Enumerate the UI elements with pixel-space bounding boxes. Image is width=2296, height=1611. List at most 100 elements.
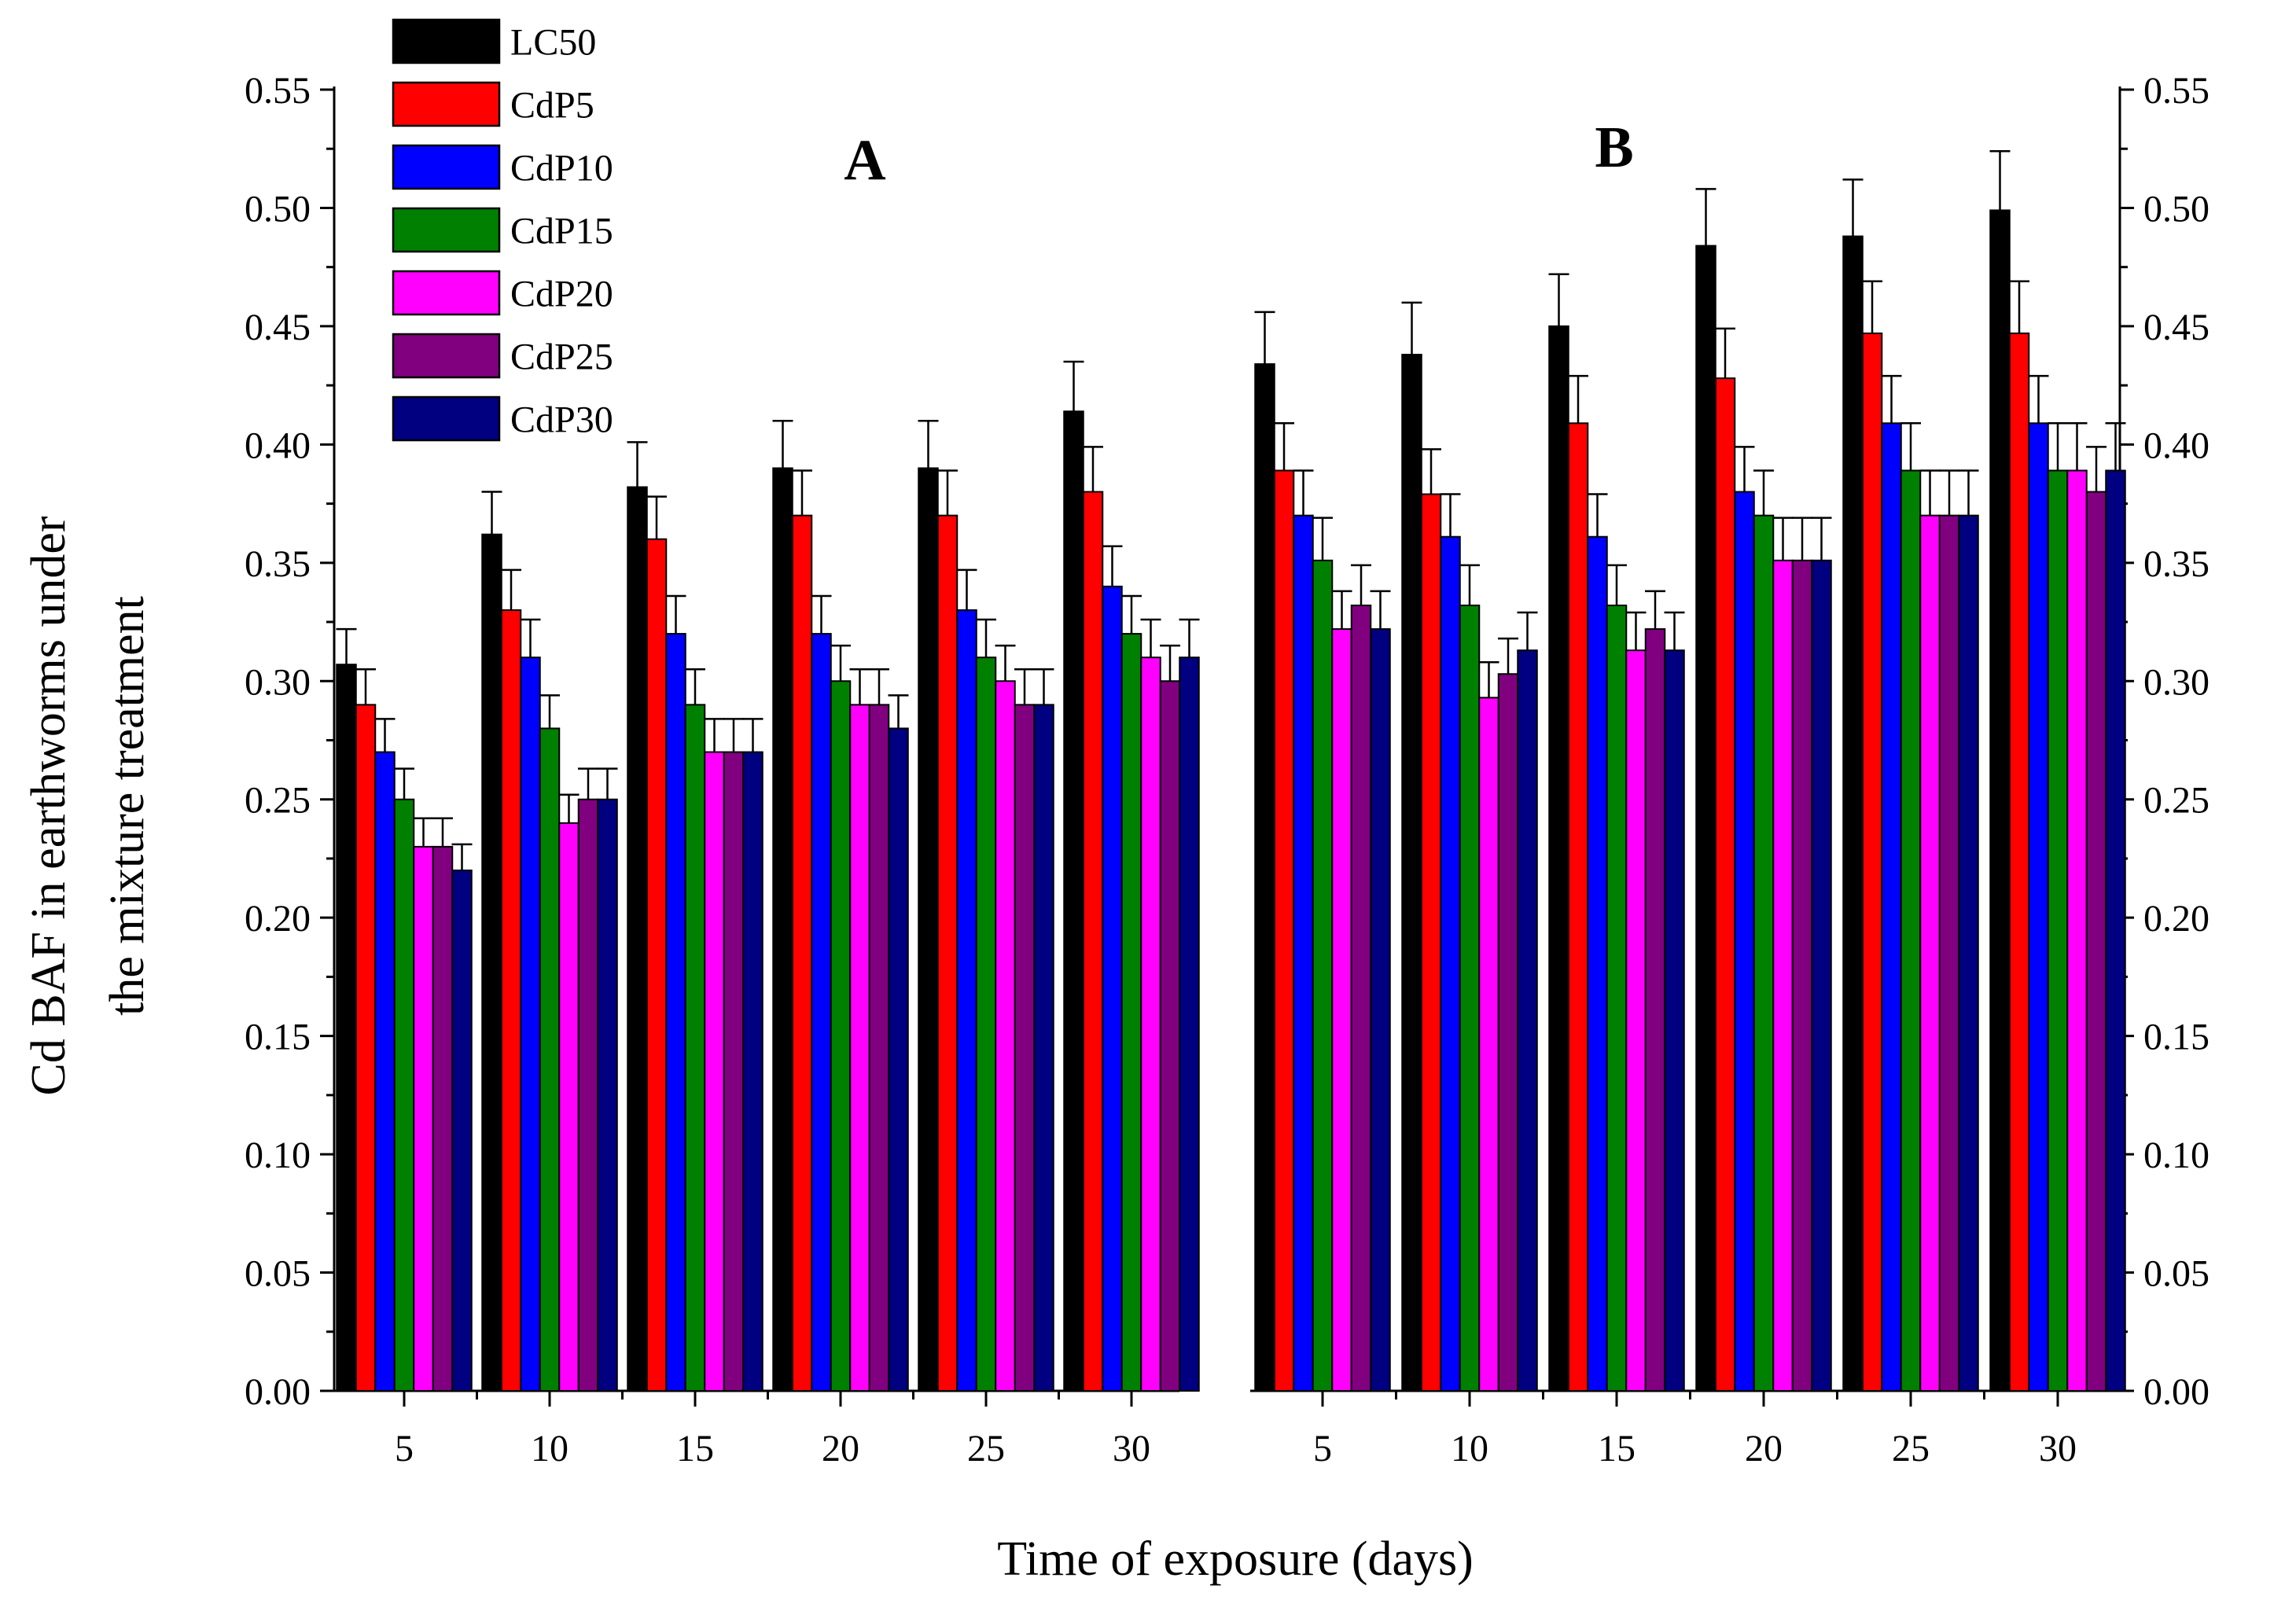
bar-cdp30 (1811, 559, 1832, 1392)
bar-lc50 (1254, 363, 1275, 1392)
legend-swatch-cdp25 (392, 333, 501, 379)
y-axis-title-line2: the mixture treatment (101, 596, 154, 1016)
bar-cdp30 (1179, 657, 1200, 1392)
y-tick-label-right: 0.45 (2143, 307, 2210, 348)
bar-cdp25 (577, 798, 599, 1392)
bar-cdp30 (742, 751, 763, 1392)
bar-lc50 (772, 467, 793, 1392)
legend-label-cdp10: CdP10 (510, 148, 613, 189)
bar-cdp20 (558, 822, 580, 1392)
legend-swatch-cdp30 (392, 395, 501, 442)
bar-cdp10 (520, 657, 541, 1392)
bar-lc50 (481, 533, 502, 1392)
bar-cdp20 (704, 751, 725, 1392)
bar-cdp10 (1293, 514, 1314, 1392)
y-tick-label-right: 0.05 (2143, 1253, 2210, 1295)
bar-cdp5 (355, 704, 377, 1392)
bar-cdp15 (1120, 633, 1142, 1392)
bar-cdp5 (1273, 469, 1295, 1392)
legend-swatch-cdp5 (392, 81, 501, 127)
bar-cdp5 (646, 538, 668, 1392)
y-tick-label-right: 0.35 (2143, 543, 2210, 585)
bar-cdp20 (2066, 469, 2088, 1392)
bar-cdp20 (1331, 628, 1352, 1392)
panel-B: 5 10 15 20 25 30 B (1250, 116, 2126, 1469)
x-tick-label: 30 (2039, 1428, 2077, 1469)
bar-cdp25 (868, 704, 890, 1392)
bar-cdp10 (374, 751, 396, 1392)
bar-cdp15 (1459, 604, 1481, 1392)
bar-cdp15 (975, 657, 997, 1392)
bar-cdp10 (1587, 535, 1608, 1392)
y-tick-label-right: 0.00 (2143, 1371, 2210, 1413)
y-tick-label-right: 0.40 (2143, 425, 2210, 466)
bar-lc50 (1842, 235, 1864, 1392)
y-tick-label-right: 0.15 (2143, 1017, 2210, 1058)
bar-cdp30 (451, 870, 473, 1392)
bar-cdp5 (1714, 377, 1736, 1392)
bar-cdp5 (500, 609, 522, 1392)
y-tick-label-left: 0.05 (245, 1253, 311, 1295)
bar-cdp10 (1440, 535, 1461, 1392)
bar-cdp20 (1140, 657, 1161, 1392)
bar-cdp15 (1753, 514, 1775, 1392)
x-tick-label: 10 (1451, 1428, 1488, 1469)
bar-cdp25 (432, 845, 454, 1392)
chart-body: 0.00 0.00 0.05 0.05 0.10 0.10 0.15 0.15 0.20 0.20… (245, 18, 2210, 1469)
bar-cdp15 (684, 704, 706, 1392)
bar-cdp10 (811, 633, 832, 1392)
legend-label-lc50: LC50 (510, 22, 596, 64)
bar-cdp5 (1420, 493, 1442, 1392)
bar-cdp25 (1497, 673, 1519, 1392)
bar-cdp20 (995, 680, 1016, 1392)
bar-cdp10 (1881, 422, 1902, 1392)
bar-cdp5 (791, 514, 813, 1392)
x-tick-label: 20 (1745, 1428, 1783, 1469)
bar-cdp25 (1159, 680, 1181, 1392)
bar-cdp20 (1478, 697, 1499, 1392)
bar-cdp10 (1102, 585, 1123, 1392)
bar-cdp15 (539, 727, 561, 1392)
bar-cdp30 (1664, 649, 1685, 1392)
bar-lc50 (627, 486, 648, 1392)
x-tick-label: 25 (967, 1428, 1005, 1469)
legend-swatch-cdp10 (392, 144, 501, 190)
x-tick-label: 20 (822, 1428, 859, 1469)
bar-cdp30 (1517, 649, 1538, 1392)
bar-cdp30 (2105, 469, 2126, 1392)
bar-cdp25 (1350, 604, 1372, 1392)
legend-swatch-lc50 (392, 18, 501, 64)
bar-cdp15 (1606, 604, 1628, 1392)
y-tick-label-right: 0.20 (2143, 898, 2210, 940)
legend-swatch-cdp20 (392, 270, 501, 316)
y-tick-label-left: 0.00 (245, 1371, 311, 1413)
bar-cdp20 (1919, 514, 1941, 1392)
y-tick-label-right: 0.25 (2143, 780, 2210, 822)
bar-cdp25 (1791, 559, 1813, 1392)
panel-label: A (844, 128, 885, 193)
bar-lc50 (1548, 325, 1569, 1392)
bar-lc50 (1989, 209, 2011, 1392)
y-tick-label-left: 0.25 (245, 780, 311, 822)
bar-cdp5 (1861, 332, 1883, 1392)
y-tick-label-left: 0.45 (245, 307, 311, 348)
bar-cdp30 (888, 727, 909, 1392)
bar-cdp10 (2028, 422, 2049, 1392)
bar-cdp30 (1033, 704, 1054, 1392)
y-tick-label-right: 0.50 (2143, 188, 2210, 230)
y-tick-label-left: 0.50 (245, 188, 311, 230)
bar-cdp25 (2085, 491, 2107, 1392)
bar-cdp10 (665, 633, 686, 1392)
x-tick-label: 5 (395, 1428, 414, 1469)
y-tick-label-left: 0.20 (245, 898, 311, 940)
legend-label-cdp15: CdP15 (510, 211, 613, 252)
bar-cdp5 (1567, 422, 1589, 1392)
y-tick-label-left: 0.35 (245, 543, 311, 585)
bar-lc50 (1063, 410, 1084, 1392)
legend-label-cdp25: CdP25 (510, 337, 613, 378)
legend-label-cdp5: CdP5 (510, 85, 594, 127)
bar-cdp15 (830, 680, 852, 1392)
x-axis-title: Time of exposure (days) (997, 1532, 1474, 1586)
bar-cdp20 (849, 704, 870, 1392)
bar-lc50 (1401, 354, 1422, 1392)
